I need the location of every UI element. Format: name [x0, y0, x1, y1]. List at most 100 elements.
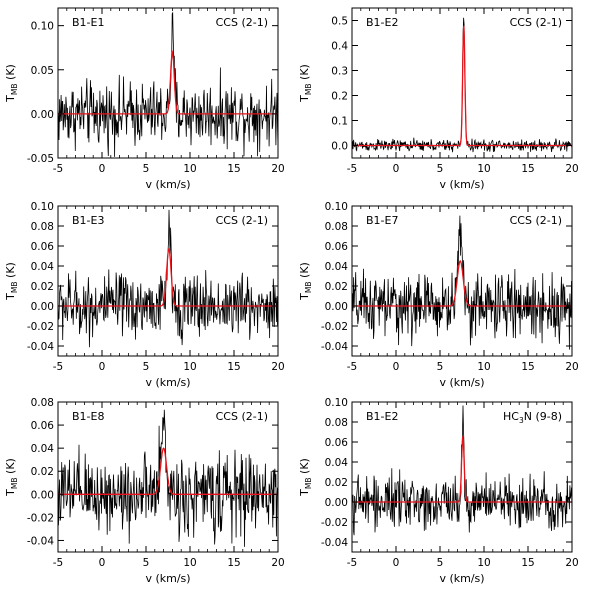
y-tick-label: -0.02 — [321, 321, 348, 333]
y-tick-label: 0.10 — [325, 397, 348, 409]
gaussian-fit-line — [352, 435, 572, 503]
source-label: B1-E2 — [366, 410, 398, 423]
x-tick-label: 20 — [565, 557, 578, 569]
y-tick-label: 0.08 — [325, 417, 348, 429]
x-tick-label: -5 — [347, 557, 357, 569]
x-tick-label: 20 — [565, 163, 578, 175]
y-axis-label-subscript: MB — [10, 83, 19, 95]
x-tick-label: -5 — [53, 163, 63, 175]
y-tick-label: 0.04 — [31, 261, 55, 273]
transition-label: HC3N (9-8) — [503, 410, 562, 425]
x-tick-label: 15 — [227, 557, 240, 569]
y-axis-label-unit: (K) — [298, 262, 311, 281]
y-tick-label: -0.05 — [27, 153, 54, 165]
x-tick-label: 0 — [393, 361, 400, 373]
y-axis-label-main: T — [298, 95, 311, 103]
y-tick-label: 0.00 — [31, 489, 54, 501]
x-tick-label: 5 — [437, 557, 444, 569]
gaussian-fit-line — [352, 25, 572, 147]
x-tick-label: 0 — [99, 361, 106, 373]
y-axis-label-subscript: MB — [304, 477, 313, 489]
spectrum-panel: -5 0 5 10 15 20 0.0 0.1 0.2 0.3 0.4 0.5 v (km/s) TMB … — [298, 7, 579, 191]
y-tick-label: -0.02 — [27, 512, 54, 524]
x-tick-label: 0 — [393, 163, 400, 175]
y-tick-label: 0.02 — [31, 466, 54, 478]
y-axis-label: TMB (K) — [4, 262, 19, 301]
x-axis-label: v (km/s) — [439, 572, 484, 585]
x-tick-label: -5 — [53, 361, 63, 373]
y-axis-label-subscript: MB — [10, 281, 19, 293]
source-label: B1-E8 — [72, 410, 104, 423]
y-tick-label: -0.02 — [27, 321, 54, 333]
x-tick-label: 15 — [521, 557, 534, 569]
source-label: B1-E7 — [366, 214, 398, 227]
y-tick-label: 0.00 — [31, 109, 54, 121]
y-tick-label: 0.00 — [325, 301, 348, 313]
source-label: B1-E1 — [72, 16, 104, 29]
y-axis-label-unit: (K) — [4, 262, 17, 281]
transition-label-post: N (9-8) — [524, 410, 562, 423]
plot-frame — [351, 401, 573, 553]
y-tick-label: 0.10 — [325, 201, 348, 213]
x-tick-label: 5 — [143, 557, 150, 569]
y-axis-label-subscript: MB — [304, 281, 313, 293]
x-axis-label: v (km/s) — [439, 376, 484, 389]
y-tick-label: 0.02 — [325, 477, 348, 489]
spectrum-panel: -5 0 5 10 15 20 -0.04 -0.02 0.00 0.02 0.04 0.06 0.08… — [298, 397, 579, 585]
x-axis-label: v (km/s) — [145, 572, 190, 585]
plot-frame — [57, 401, 279, 553]
y-tick-label: 0.10 — [31, 21, 54, 33]
x-tick-label: 5 — [143, 163, 150, 175]
y-axis-label-main: T — [4, 95, 17, 103]
plot-frame — [351, 205, 573, 357]
y-tick-label: -0.04 — [27, 535, 54, 547]
gaussian-fit-line — [352, 260, 572, 307]
y-tick-label: 0.06 — [31, 420, 55, 432]
y-tick-label: 0.06 — [325, 241, 349, 253]
y-axis-label-subscript: MB — [10, 477, 19, 489]
y-tick-label: -0.04 — [321, 537, 348, 549]
gaussian-fit-line — [58, 248, 278, 307]
plot-frame — [57, 205, 279, 357]
x-tick-label: 5 — [437, 361, 444, 373]
y-tick-label: 0.04 — [325, 457, 349, 469]
spectrum-panel: -5 0 5 10 15 20 -0.04 -0.02 0.00 0.02 0.04 0.06 0.08… — [4, 201, 285, 389]
x-tick-label: 10 — [477, 361, 490, 373]
y-axis-label-subscript: MB — [304, 83, 313, 95]
x-tick-label: 15 — [521, 361, 534, 373]
y-axis-label: TMB (K) — [298, 64, 313, 103]
y-tick-label: 0.02 — [31, 281, 54, 293]
y-tick-label: 0.2 — [331, 91, 348, 103]
x-tick-label: 0 — [99, 557, 106, 569]
spectrum-panel: -5 0 5 10 15 20 -0.04 -0.02 0.00 0.02 0.04 0.06 0.08… — [298, 201, 579, 389]
y-tick-label: 0.08 — [31, 221, 54, 233]
x-tick-label: 15 — [227, 361, 240, 373]
x-tick-label: 10 — [183, 361, 196, 373]
y-tick-label: 0.00 — [325, 497, 348, 509]
x-axis-label: v (km/s) — [145, 376, 190, 389]
source-label: B1-E3 — [72, 214, 104, 227]
y-tick-label: 0.05 — [31, 65, 54, 77]
y-tick-label: -0.04 — [321, 341, 348, 353]
spectrum-line — [57, 409, 279, 547]
transition-label: CCS (2-1) — [510, 214, 562, 227]
x-tick-label: 20 — [271, 557, 284, 569]
x-tick-label: 5 — [143, 361, 150, 373]
plot-frame — [57, 7, 279, 159]
y-axis-label: TMB (K) — [298, 262, 313, 301]
y-tick-label: 0.08 — [31, 397, 54, 409]
x-tick-label: 20 — [565, 361, 578, 373]
y-tick-label: 0.1 — [331, 116, 348, 128]
x-axis-label: v (km/s) — [439, 178, 484, 191]
x-tick-label: -5 — [347, 361, 357, 373]
spectrum-line — [351, 215, 573, 350]
spectrum-panel: -5 0 5 10 15 20 -0.05 0.00 0.05 0.10 v (km/s) TMB (… — [4, 7, 285, 191]
x-tick-label: 10 — [477, 163, 490, 175]
gaussian-fit-line — [58, 447, 278, 495]
transition-label: CCS (2-1) — [216, 16, 268, 29]
x-tick-label: 20 — [271, 163, 284, 175]
y-axis-label: TMB (K) — [4, 458, 19, 497]
y-axis-label-unit: (K) — [4, 458, 17, 477]
y-tick-label: 0.0 — [331, 141, 348, 153]
x-tick-label: -5 — [347, 163, 357, 175]
